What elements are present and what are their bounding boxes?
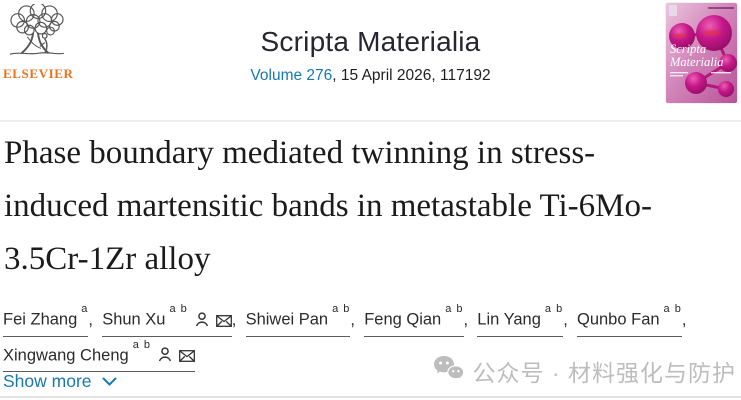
chevron-down-icon xyxy=(102,371,117,392)
author-affiliation-sup: a xyxy=(81,303,89,315)
show-more-button[interactable]: Show more xyxy=(3,371,117,392)
person-icon xyxy=(188,311,209,329)
author-entry: Fei Zhanga, xyxy=(3,303,98,337)
author-separator: , xyxy=(463,310,473,329)
article-title: Phase boundary mediated twinning in stre… xyxy=(4,135,652,277)
elsevier-wordmark: ELSEVIER xyxy=(3,66,74,81)
author-entry: Lin Yanga b, xyxy=(477,303,573,337)
issue-date-article-number: , 15 April 2026, 117192 xyxy=(332,67,491,84)
journal-title-link[interactable]: Scripta Materialia xyxy=(260,26,481,57)
author-link[interactable]: Shiwei Pana b xyxy=(245,301,351,337)
author-link[interactable]: Qunbo Fana b xyxy=(576,301,682,337)
author-name: Shun Xu xyxy=(102,310,166,329)
elsevier-tree-icon xyxy=(5,2,69,64)
header-divider xyxy=(0,120,741,122)
elsevier-logo[interactable]: ELSEVIER xyxy=(3,2,74,82)
author-separator: , xyxy=(350,310,360,329)
envelope-icon xyxy=(172,346,195,364)
author-name: Lin Yang xyxy=(477,310,541,329)
author-separator: , xyxy=(231,310,241,329)
journal-header: Scripta Materialia Volume 276, 15 April … xyxy=(120,26,621,85)
wechat-watermark: 公众号 · 材料强化与防护 xyxy=(433,354,736,388)
author-link[interactable]: Shun Xua b xyxy=(102,301,232,337)
journal-cover-thumbnail[interactable]: Scripta Materialia xyxy=(666,3,737,103)
author-separator: , xyxy=(681,310,687,329)
author-name: Fei Zhang xyxy=(3,310,78,329)
author-affiliation-sup: a b xyxy=(132,338,151,351)
author-link[interactable]: Fei Zhanga xyxy=(3,301,89,337)
author-entry: Shiwei Pana b, xyxy=(245,303,360,337)
show-more-label: Show more xyxy=(3,371,92,391)
author-link[interactable]: Lin Yanga b xyxy=(477,301,564,337)
watermark-text: 公众号 · 材料强化与防护 xyxy=(472,360,736,386)
author-entry: Qunbo Fana b, xyxy=(576,303,687,337)
author-name: Xingwang Cheng xyxy=(3,346,129,364)
cover-title-line1: Scripta xyxy=(670,42,706,56)
person-icon xyxy=(151,346,172,364)
author-name: Feng Qian xyxy=(364,310,442,329)
author-affiliation-sup: a b xyxy=(332,303,351,315)
wechat-icon xyxy=(433,355,464,388)
author-link[interactable]: Xingwang Chenga b xyxy=(3,337,195,372)
author-affiliation-sup: a b xyxy=(663,303,682,315)
author-name: Qunbo Fan xyxy=(576,310,660,329)
author-separator: , xyxy=(88,310,98,329)
author-name: Shiwei Pan xyxy=(245,310,329,329)
author-affiliation-sup: a b xyxy=(544,303,564,315)
author-entry: Shun Xua b, xyxy=(102,303,241,337)
bottom-divider xyxy=(0,396,741,398)
author-entry: Xingwang Chenga b xyxy=(3,339,195,372)
author-affiliation-sup: a b xyxy=(169,303,188,315)
cover-title-line2: Materialia xyxy=(669,55,723,69)
author-separator: , xyxy=(563,310,573,329)
author-link[interactable]: Feng Qiana b xyxy=(364,301,464,337)
author-affiliation-sup: a b xyxy=(445,303,464,315)
author-list: Fei Zhanga, Shun Xua b, Shiwei Pana b, F… xyxy=(3,301,717,372)
envelope-icon xyxy=(209,311,232,329)
issue-line: Volume 276, 15 April 2026, 117192 xyxy=(120,67,621,85)
volume-link[interactable]: Volume 276 xyxy=(250,67,333,84)
author-entry: Feng Qiana b, xyxy=(364,303,473,337)
